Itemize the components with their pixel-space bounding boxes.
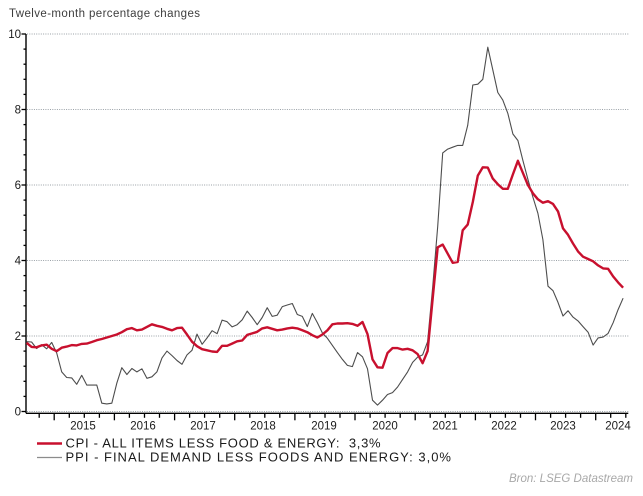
svg-text:2018: 2018 — [250, 421, 276, 433]
svg-text:2019: 2019 — [311, 421, 337, 433]
svg-text:6: 6 — [15, 180, 21, 192]
svg-text:2: 2 — [15, 331, 21, 343]
svg-text:Bron: LSEG Datastream: Bron: LSEG Datastream — [509, 473, 633, 485]
svg-text:2022: 2022 — [491, 421, 517, 433]
svg-text:CPI - ALL ITEMS LESS FOOD & EN: CPI - ALL ITEMS LESS FOOD & ENERGY: 3,3% — [66, 436, 382, 451]
svg-text:2023: 2023 — [550, 421, 576, 433]
svg-text:2020: 2020 — [372, 421, 398, 433]
svg-text:8: 8 — [15, 105, 21, 117]
svg-text:Twelve-month percentage change: Twelve-month percentage changes — [9, 8, 200, 20]
svg-text:2021: 2021 — [432, 421, 458, 433]
svg-text:10: 10 — [8, 29, 21, 41]
svg-text:2016: 2016 — [130, 421, 156, 433]
svg-text:4: 4 — [15, 256, 22, 268]
svg-text:2015: 2015 — [70, 421, 96, 433]
svg-text:2024: 2024 — [605, 421, 631, 433]
svg-text:PPI - FINAL DEMAND LESS FOODS: PPI - FINAL DEMAND LESS FOODS AND ENERGY… — [66, 450, 453, 465]
svg-text:2017: 2017 — [190, 421, 216, 433]
svg-text:0: 0 — [15, 407, 21, 419]
